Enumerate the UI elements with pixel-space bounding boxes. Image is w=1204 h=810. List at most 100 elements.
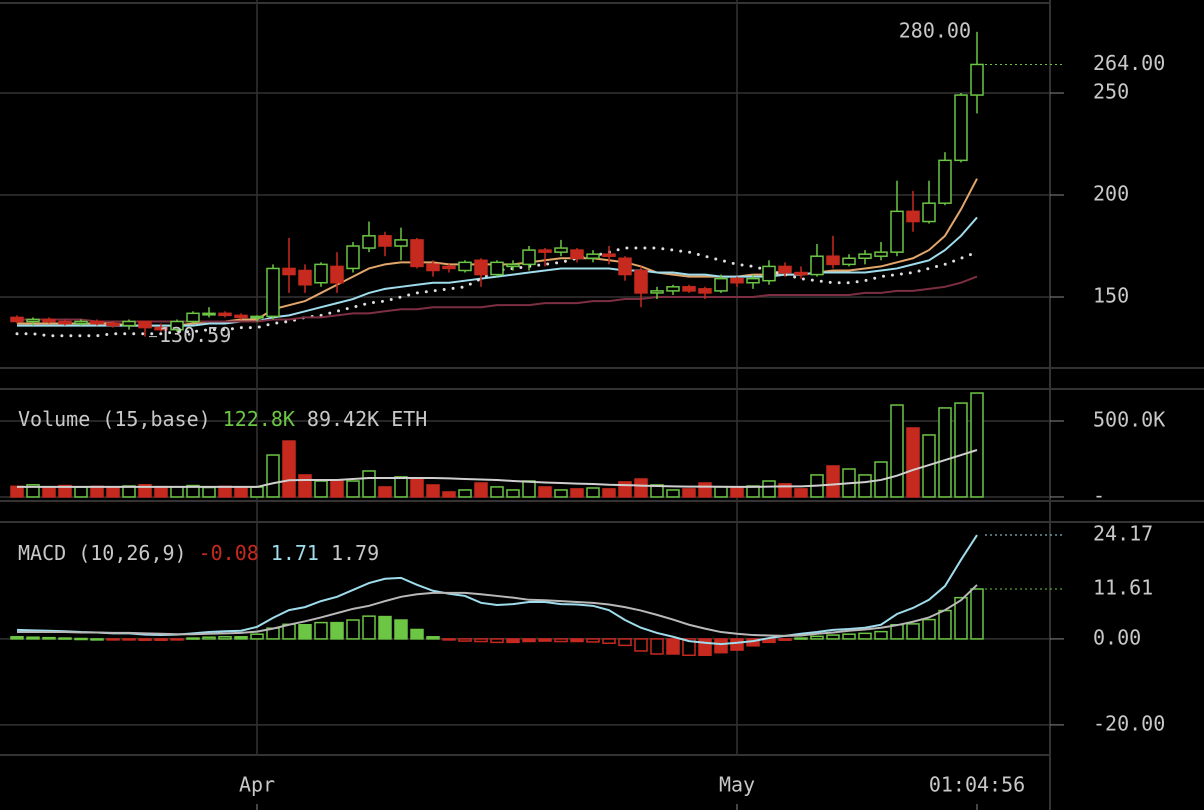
histogram-bar [58,637,72,640]
candle-body [218,312,232,317]
legend-entry: 89.42K ETH [307,407,427,431]
histogram-bar [106,638,120,641]
candle-body [730,277,744,284]
histogram-bar [906,623,920,640]
candle-body [74,320,88,325]
histogram-bar [666,638,680,655]
candle-body [810,255,824,276]
histogram-bar [442,638,456,641]
candle-body [698,288,712,294]
histogram-bar [714,638,728,654]
candle-body [506,263,520,268]
candle-body [442,265,456,270]
histogram-bar [522,638,536,643]
histogram-bar [362,615,376,640]
histogram-bar [170,638,184,641]
histogram-bar [42,636,56,640]
histogram-bar [874,630,888,640]
histogram-bar [970,588,984,640]
volume-bar [298,474,312,498]
histogram-bar [426,636,440,640]
candle-body [10,316,24,323]
candle-body [618,257,632,276]
last-value-label: 11.61 [1093,576,1153,600]
histogram-bar [138,638,152,641]
histogram-bar [346,619,360,640]
histogram-bar [250,633,264,640]
histogram-bar [330,621,344,640]
indicator-line [17,584,978,637]
candle-body [202,312,216,316]
candle-body [890,210,904,253]
volume-bar [714,486,728,498]
candle-body [522,249,536,266]
candle-body [778,265,792,274]
candle-body [170,320,184,331]
candle-body [954,94,968,162]
histogram-bar [394,619,408,640]
volume-bar [330,480,344,498]
candle-body [26,318,40,323]
y-tick-label: 500.0K [1093,407,1165,431]
histogram-bar [10,636,24,640]
candle-body [554,247,568,253]
candle-body [298,269,312,286]
indicator-line [17,449,978,488]
legend: MACD (10,26,9) -0.08 1.71 1.79 [18,541,379,565]
histogram-bar [74,637,88,641]
volume-bar [362,470,376,498]
histogram-bar [570,638,584,643]
volume-bar [202,486,216,498]
candle-body [842,257,856,266]
volume-bar [58,484,72,498]
volume-bar [698,482,712,498]
histogram-bar [618,638,632,647]
y-tick-label: - [1093,483,1105,507]
histogram-bar [858,632,872,640]
low-label: 130.59 [159,323,231,347]
candle-body [634,269,648,294]
histogram-bar [810,635,824,640]
candle-body [90,320,104,325]
x-tick-label: May [719,773,755,797]
candle-body [666,286,680,292]
legend-entry: Volume (15,base) [18,407,211,431]
volume-bar [938,407,952,498]
candle-body [570,249,584,260]
volume-bar [506,489,520,498]
candle-body [154,326,168,331]
candle-body [970,63,984,96]
volume-bar [458,489,472,498]
candle-body [602,253,616,257]
volume-bar [586,487,600,498]
histogram-bar [234,636,248,640]
histogram-bar [682,638,696,657]
candle-body [186,312,200,323]
volume-bar [522,480,536,498]
volume-bar [234,487,248,498]
histogram-bar [650,638,664,655]
y-tick-label: 250 [1093,80,1129,104]
histogram-bar [634,638,648,652]
volume-bar [650,484,664,498]
histogram-bar [490,638,504,644]
histogram-bar [26,636,40,640]
volume-bar [266,454,280,498]
candle-body [106,322,120,327]
histogram-bar [794,637,808,640]
candle-body [378,235,392,247]
histogram-bar [458,638,472,642]
legend-entry: 122.8K [223,407,295,431]
legend-entry: MACD (10,26,9) [18,541,187,565]
legend-entry: -0.08 [199,541,259,565]
volume-bar [858,474,872,498]
histogram-bar [218,636,232,640]
x-tick-label: Apr [239,773,275,797]
volume-bar [474,482,488,498]
histogram-bar [586,638,600,643]
last-value-label: 24.17 [1093,522,1153,546]
volume-bar [906,427,920,498]
volume-bar [442,491,456,498]
histogram-bar [202,636,216,640]
